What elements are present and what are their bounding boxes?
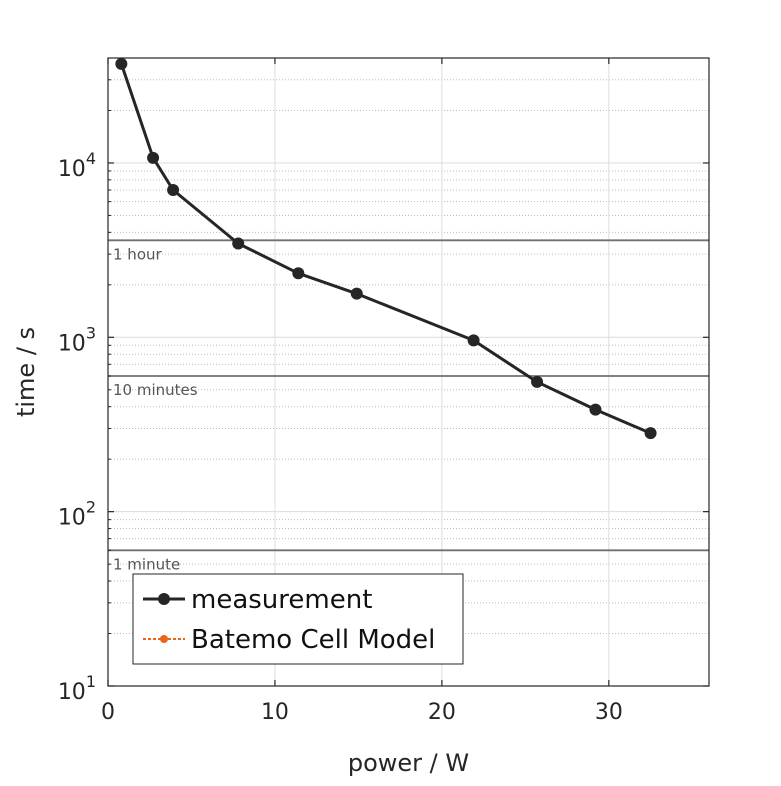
series-line-0: [119, 63, 652, 435]
y-tick-label: 104: [58, 149, 96, 182]
data-point: [292, 267, 305, 280]
x-axis-label: power / W: [348, 749, 469, 777]
reference-line-label: 10 minutes: [113, 381, 198, 399]
data-point: [232, 237, 245, 250]
x-tick-label: 0: [101, 700, 115, 725]
legend-box: [132, 573, 464, 665]
data-point: [644, 427, 657, 440]
legend-swatch-marker: [158, 593, 170, 605]
data-point: [167, 183, 180, 196]
data-point: [531, 375, 544, 388]
y-tick-label: 103: [58, 323, 96, 356]
y-tick-label: 102: [58, 498, 96, 531]
data-point: [115, 57, 128, 70]
reference-line-label: 1 hour: [113, 245, 163, 263]
x-tick-label: 10: [261, 700, 289, 725]
legend-entry-label: Batemo Cell Model: [191, 625, 435, 655]
reference-line-label: 1 minute: [113, 555, 180, 573]
x-tick-label: 20: [428, 700, 456, 725]
legend-swatch-marker: [160, 635, 168, 643]
x-tick-label: 30: [595, 700, 623, 725]
y-axis-label: time / s: [12, 327, 40, 417]
data-point: [467, 334, 480, 347]
y-tick-label: 101: [58, 672, 96, 705]
data-point: [147, 151, 160, 164]
plot-frame: [107, 57, 710, 687]
legend-entry-label: measurement: [191, 585, 372, 615]
data-point: [589, 403, 602, 416]
data-point: [350, 287, 363, 300]
